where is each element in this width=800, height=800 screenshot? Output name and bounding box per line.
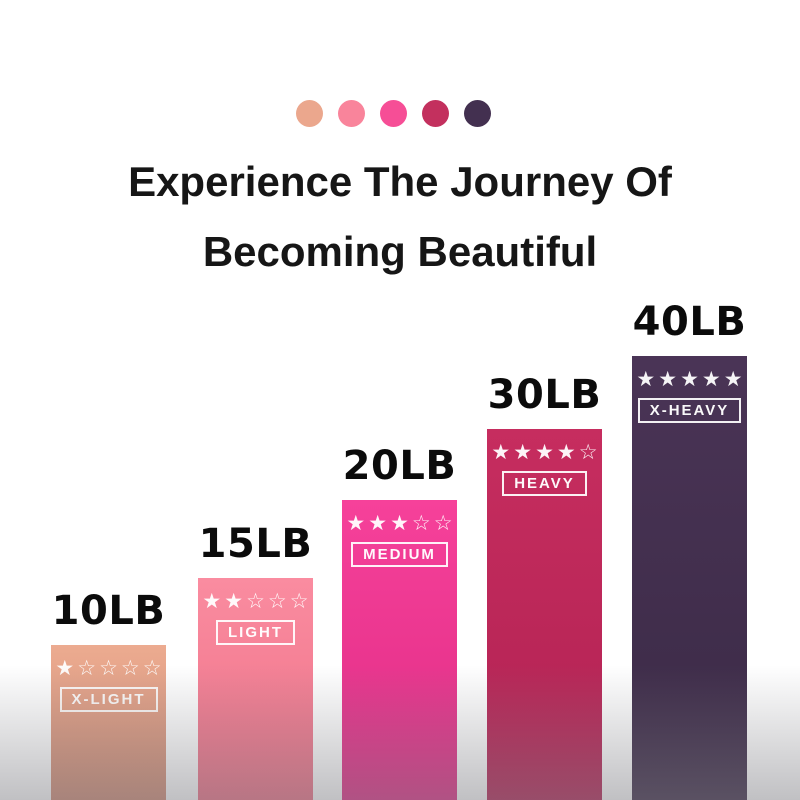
level-badge: X-LIGHT (59, 687, 158, 712)
bar-group-30lb: 30LB ★★★★☆ HEAVY (487, 372, 602, 800)
weight-label: 40LB (632, 299, 747, 345)
page-title-line2: Becoming Beautiful (202, 228, 598, 275)
weight-label: 30LB (487, 372, 602, 418)
page-title: Experience The Journey Of Becoming Beaut… (0, 147, 800, 287)
bar-10lb: ★☆☆☆☆ X-LIGHT (51, 645, 166, 800)
star-rating: ★★★★☆ (491, 440, 601, 464)
star-rating: ★★★★★ (636, 367, 746, 391)
bar-15lb: ★★☆☆☆ LIGHT (198, 578, 313, 800)
palette-dot-light (338, 100, 365, 127)
star-rating: ★☆☆☆☆ (55, 656, 165, 680)
palette-dots (296, 100, 491, 127)
bar-40lb: ★★★★★ X-HEAVY (632, 356, 747, 800)
weight-label: 10LB (51, 588, 166, 634)
palette-dot-medium (380, 100, 407, 127)
star-rating: ★★★☆☆ (346, 511, 456, 535)
level-badge: HEAVY (502, 471, 587, 496)
weight-label: 15LB (198, 521, 313, 567)
bar-group-10lb: 10LB ★☆☆☆☆ X-LIGHT (51, 588, 166, 800)
bar-group-40lb: 40LB ★★★★★ X-HEAVY (632, 299, 747, 800)
bar-group-15lb: 15LB ★★☆☆☆ LIGHT (198, 521, 313, 800)
bar-20lb: ★★★☆☆ MEDIUM (342, 500, 457, 800)
star-rating: ★★☆☆☆ (202, 589, 312, 613)
level-badge: MEDIUM (351, 542, 448, 567)
page-title-line1: Experience The Journey Of (128, 158, 672, 205)
level-badge: LIGHT (216, 620, 295, 645)
bar-30lb: ★★★★☆ HEAVY (487, 429, 602, 800)
weight-label: 20LB (342, 443, 457, 489)
palette-dot-x-light (296, 100, 323, 127)
palette-dot-heavy (422, 100, 449, 127)
palette-dot-x-heavy (464, 100, 491, 127)
bar-group-20lb: 20LB ★★★☆☆ MEDIUM (342, 443, 457, 800)
level-badge: X-HEAVY (637, 398, 742, 423)
